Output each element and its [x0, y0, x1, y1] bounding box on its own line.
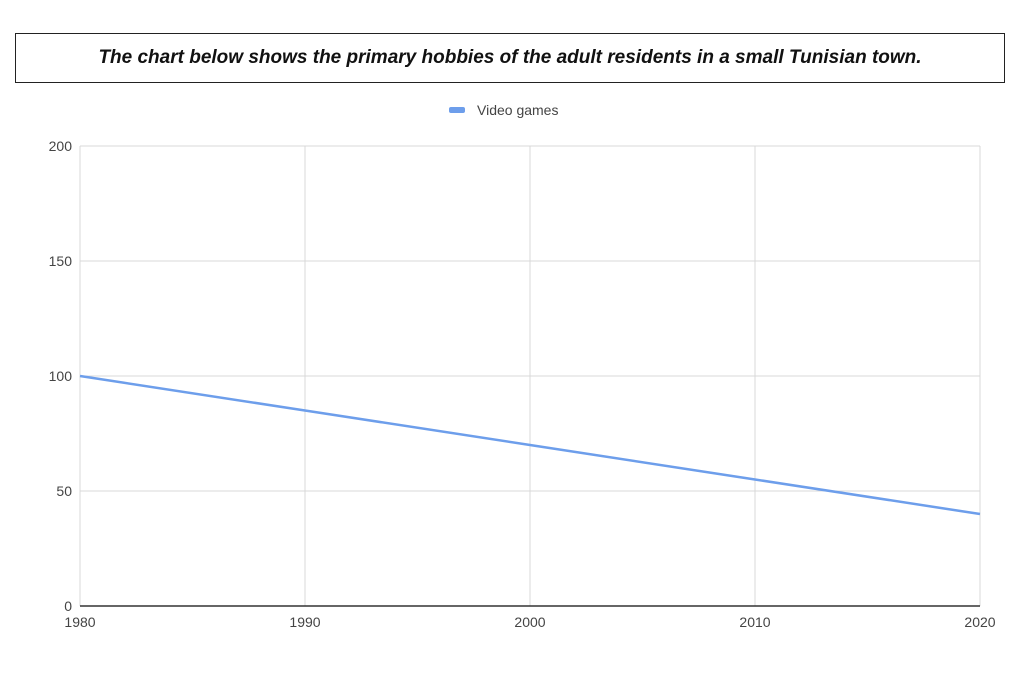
- series-line-video-games: [79, 374, 981, 516]
- y-tick-label: 0: [64, 598, 72, 614]
- y-tick-label: 200: [49, 138, 73, 154]
- x-tick-label: 2000: [514, 614, 545, 630]
- y-tick-label: 50: [56, 483, 72, 499]
- x-tick-label: 2020: [964, 614, 995, 630]
- legend-swatch: [449, 107, 465, 113]
- x-tick-label: 1980: [64, 614, 95, 630]
- chart-title-box: The chart below shows the primary hobbie…: [15, 33, 1005, 83]
- legend-label: Video games: [477, 102, 558, 118]
- x-tick-label: 1990: [289, 614, 320, 630]
- chart-title: The chart below shows the primary hobbie…: [98, 47, 922, 68]
- y-tick-label: 100: [49, 368, 73, 384]
- y-tick-label: 150: [49, 253, 73, 269]
- x-tick-label: 2010: [739, 614, 770, 630]
